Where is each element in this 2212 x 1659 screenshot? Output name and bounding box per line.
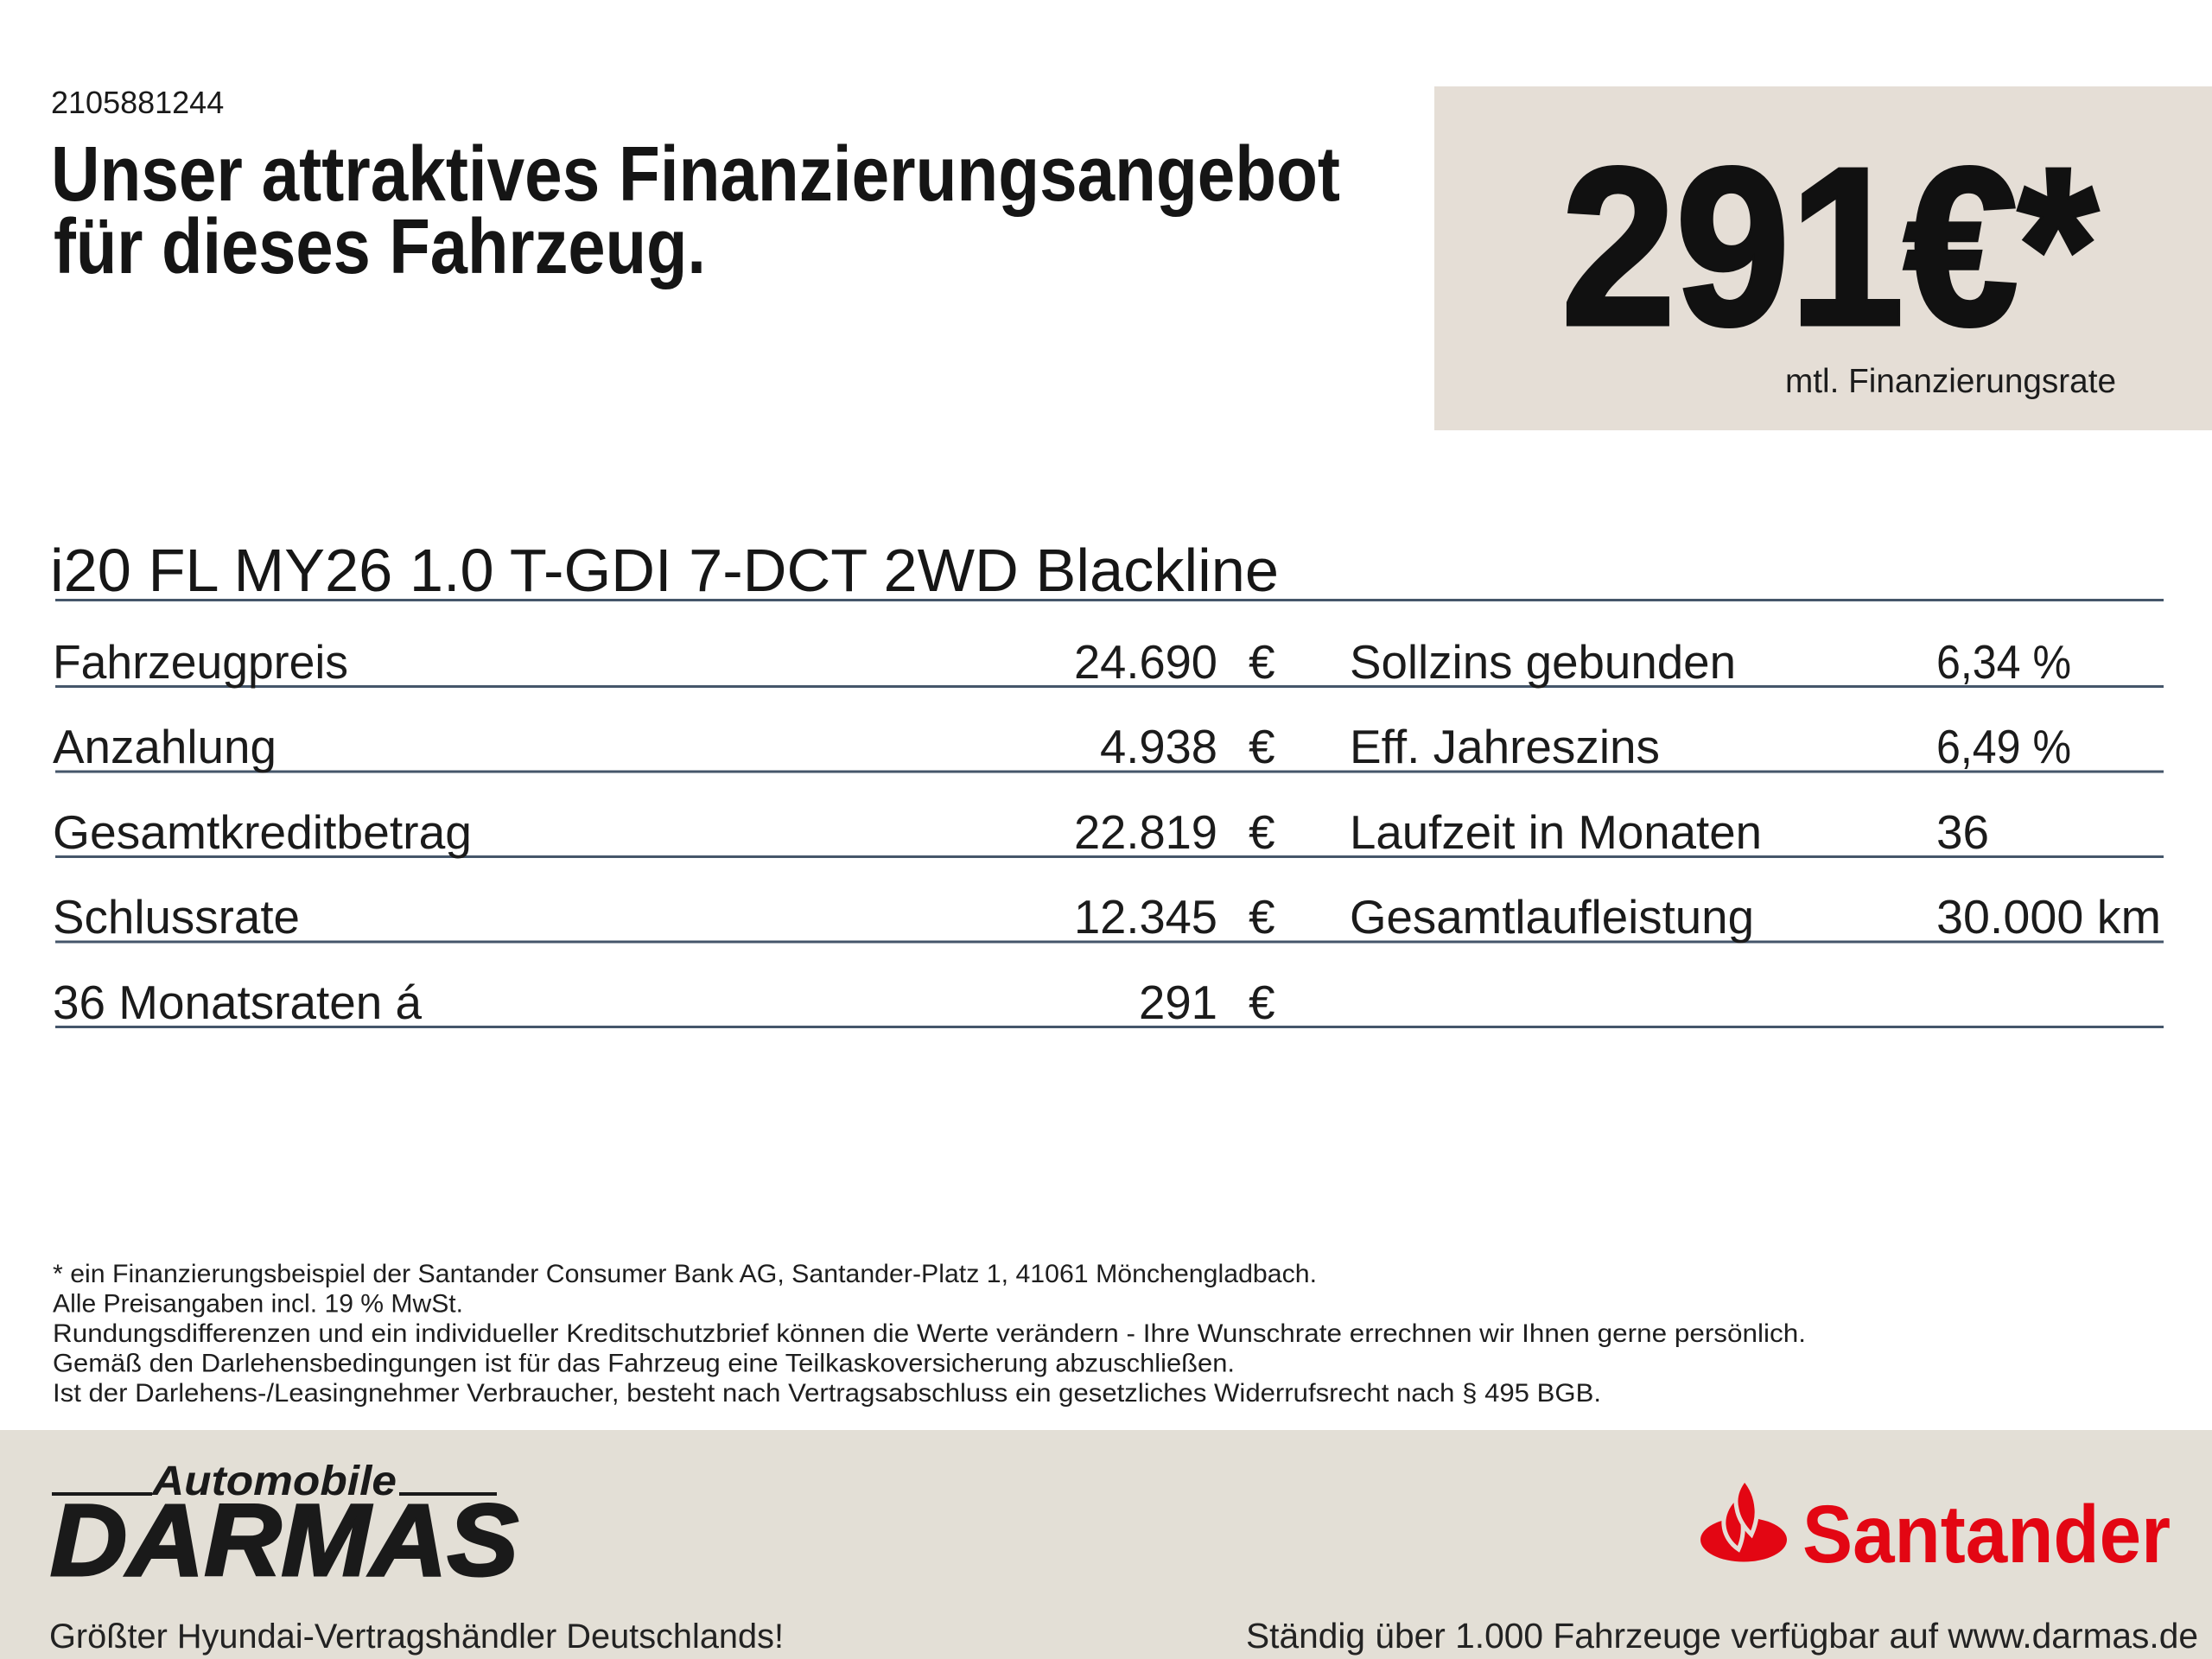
svg-text:Unser attraktives Finanzierung: Unser attraktives Finanzierungsangebot xyxy=(51,131,1340,218)
svg-text:€: € xyxy=(1249,720,1275,773)
svg-text:Automobile: Automobile xyxy=(151,1459,397,1504)
svg-text:€: € xyxy=(1249,805,1275,859)
svg-text:Anzahlung: Anzahlung xyxy=(53,720,276,773)
svg-text:24.690: 24.690 xyxy=(1074,635,1217,689)
svg-text:Rundungsdifferenzen und ein in: Rundungsdifferenzen und ein individuelle… xyxy=(53,1319,1806,1348)
svg-text:Ist der Darlehens-/Leasingnehm: Ist der Darlehens-/Leasingnehmer Verbrau… xyxy=(53,1379,1601,1408)
svg-text:Sollzins gebunden: Sollzins gebunden xyxy=(1350,635,1736,689)
svg-text:30.000 km: 30.000 km xyxy=(1936,890,2161,944)
svg-text:Größter Hyundai-Vertragshändle: Größter Hyundai-Vertragshändler Deutschl… xyxy=(49,1618,784,1656)
svg-text:€: € xyxy=(1249,890,1275,944)
svg-text:i20 FL MY26 1.0 T-GDI 7-DCT 2W: i20 FL MY26 1.0 T-GDI 7-DCT 2WD Blacklin… xyxy=(50,537,1279,604)
svg-text:36: 36 xyxy=(1936,805,1989,859)
svg-text:Laufzeit in Monaten: Laufzeit in Monaten xyxy=(1350,805,1762,859)
svg-text:€: € xyxy=(1249,976,1275,1029)
svg-text:22.819: 22.819 xyxy=(1074,805,1217,859)
svg-text:Santander: Santander xyxy=(1802,1489,2171,1580)
svg-text:Gesamtkreditbetrag: Gesamtkreditbetrag xyxy=(53,805,472,859)
svg-text:6,34 %: 6,34 % xyxy=(1936,635,2071,689)
svg-text:291€*: 291€* xyxy=(1561,122,2098,372)
svg-text:291: 291 xyxy=(1139,976,1217,1029)
svg-text:€: € xyxy=(1249,635,1275,689)
svg-text:36 Monatsraten á: 36 Monatsraten á xyxy=(53,976,422,1029)
svg-text:* ein Finanzierungsbeispiel de: * ein Finanzierungsbeispiel der Santande… xyxy=(53,1260,1317,1288)
svg-text:für dieses Fahrzeug.: für dieses Fahrzeug. xyxy=(54,204,706,290)
svg-text:Ständig über 1.000 Fahrzeuge v: Ständig über 1.000 Fahrzeuge verfügbar a… xyxy=(1246,1616,2198,1656)
svg-text:Gesamtlaufleistung: Gesamtlaufleistung xyxy=(1350,890,1754,944)
svg-text:Fahrzeugpreis: Fahrzeugpreis xyxy=(53,635,348,689)
svg-text:mtl. Finanzierungsrate: mtl. Finanzierungsrate xyxy=(1785,363,2116,400)
svg-text:Eff. Jahreszins: Eff. Jahreszins xyxy=(1350,720,1660,773)
svg-text:Gemäß den Darlehensbedingungen: Gemäß den Darlehensbedingungen ist für d… xyxy=(53,1350,1235,1378)
svg-text:2105881244: 2105881244 xyxy=(51,85,224,120)
svg-text:Schlussrate: Schlussrate xyxy=(53,890,300,944)
svg-text:4.938: 4.938 xyxy=(1100,720,1217,773)
svg-text:12.345: 12.345 xyxy=(1074,890,1217,944)
svg-text:DARMAS: DARMAS xyxy=(50,1484,518,1598)
svg-text:6,49 %: 6,49 % xyxy=(1936,720,2071,773)
svg-text:Alle Preisangaben incl. 19 % M: Alle Preisangaben incl. 19 % MwSt. xyxy=(53,1290,463,1319)
